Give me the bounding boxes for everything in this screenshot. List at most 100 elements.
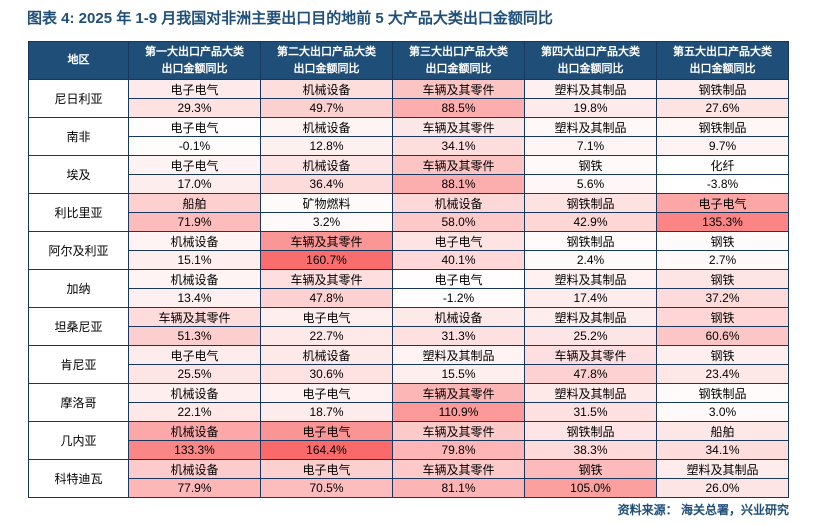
product-name-cell: 电子电气 bbox=[392, 231, 525, 251]
column-header-line1: 第五大出口产品大类 bbox=[673, 46, 772, 58]
yoy-value-cell: 47.8% bbox=[260, 288, 393, 308]
yoy-value-cell: 47.8% bbox=[524, 364, 657, 384]
yoy-value-cell: 49.7% bbox=[260, 98, 393, 118]
yoy-value-cell: 29.3% bbox=[128, 98, 261, 118]
column-header-line2: 出口金额同比 bbox=[425, 62, 492, 75]
product-name-cell: 车辆及其零件 bbox=[260, 269, 393, 289]
product-name-cell: 化纤 bbox=[656, 155, 789, 175]
product-name-cell: 电子电气 bbox=[260, 421, 393, 441]
yoy-value-cell: 38.3% bbox=[524, 440, 657, 460]
yoy-value-cell: 77.9% bbox=[128, 478, 261, 498]
product-name-cell: 电子电气 bbox=[656, 193, 789, 213]
region-cell: 几内亚 bbox=[28, 421, 129, 460]
export-yoy-table: 地区 第一大出口产品大类 出口金额同比 第二大出口产品大类 出口金额同比 第三大出口产品大… bbox=[28, 41, 789, 498]
region-cell: 南非 bbox=[28, 117, 129, 156]
yoy-value-cell: 9.7% bbox=[656, 136, 789, 156]
product-name-cell: 车辆及其零件 bbox=[392, 459, 525, 479]
product-name-cell: 车辆及其零件 bbox=[392, 421, 525, 441]
yoy-value-cell: 70.5% bbox=[260, 478, 393, 498]
product-name-cell: 机械设备 bbox=[128, 459, 261, 479]
product-name-cell: 电子电气 bbox=[260, 459, 393, 479]
product-name-cell: 电子电气 bbox=[128, 79, 261, 99]
product-name-cell: 塑料及其制品 bbox=[524, 79, 657, 99]
yoy-value-cell: 36.4% bbox=[260, 174, 393, 194]
table-row-values: 77.9% 70.5% 81.1% 105.0% 26.0% bbox=[29, 478, 789, 498]
yoy-value-cell: -1.2% bbox=[392, 288, 525, 308]
product-name-cell: 机械设备 bbox=[128, 231, 261, 251]
yoy-value-cell: 34.1% bbox=[392, 136, 525, 156]
yoy-value-cell: 34.1% bbox=[656, 440, 789, 460]
region-cell: 坦桑尼亚 bbox=[28, 307, 129, 346]
product-name-cell: 船舶 bbox=[128, 193, 261, 213]
yoy-value-cell: 19.8% bbox=[524, 98, 657, 118]
yoy-value-cell: 81.1% bbox=[392, 478, 525, 498]
yoy-value-cell: 88.5% bbox=[392, 98, 525, 118]
yoy-value-cell: 30.6% bbox=[260, 364, 393, 384]
yoy-value-cell: 164.4% bbox=[260, 440, 393, 460]
column-header-2: 第二大出口产品大类 出口金额同比 bbox=[260, 41, 393, 80]
table-row-values: 29.3% 49.7% 88.5% 19.8% 27.6% bbox=[29, 98, 789, 118]
yoy-value-cell: 22.7% bbox=[260, 326, 393, 346]
region-cell: 加纳 bbox=[28, 269, 129, 308]
table-header: 地区 第一大出口产品大类 出口金额同比 第二大出口产品大类 出口金额同比 第三大出口产品大… bbox=[28, 41, 789, 80]
product-name-cell: 钢铁制品 bbox=[524, 231, 657, 251]
yoy-value-cell: -0.1% bbox=[128, 136, 261, 156]
column-header-line1: 第一大出口产品大类 bbox=[145, 46, 244, 58]
yoy-value-cell: 42.9% bbox=[524, 212, 657, 232]
yoy-value-cell: 88.1% bbox=[392, 174, 525, 194]
yoy-value-cell: 105.0% bbox=[524, 478, 657, 498]
yoy-value-cell: 25.2% bbox=[524, 326, 657, 346]
yoy-value-cell: 31.3% bbox=[392, 326, 525, 346]
chart-title: 图表 4: 2025 年 1-9 月我国对非洲主要出口目的地前 5 大产品大类出… bbox=[27, 10, 553, 27]
region-cell: 尼日利亚 bbox=[28, 79, 129, 118]
product-name-cell: 机械设备 bbox=[260, 345, 393, 365]
table-row-products: 科特迪瓦 机械设备 电子电气 车辆及其零件 钢铁 塑料及其制品 bbox=[28, 459, 789, 498]
column-header-line1: 第四大出口产品大类 bbox=[541, 46, 640, 58]
product-name-cell: 塑料及其制品 bbox=[656, 459, 789, 479]
table-row-values: -0.1% 12.8% 34.1% 7.1% 9.7% bbox=[29, 136, 789, 156]
table-row-values: 71.9% 3.2% 58.0% 42.9% 135.3% bbox=[29, 212, 789, 232]
column-header-line1: 第三大出口产品大类 bbox=[409, 46, 508, 58]
yoy-value-cell: 79.8% bbox=[392, 440, 525, 460]
product-name-cell: 电子电气 bbox=[260, 307, 393, 327]
product-name-cell: 钢铁制品 bbox=[524, 193, 657, 213]
product-name-cell: 机械设备 bbox=[260, 155, 393, 175]
product-name-cell: 矿物燃料 bbox=[260, 193, 393, 213]
table-row-products: 埃及 电子电气 机械设备 车辆及其零件 钢铁 化纤 bbox=[28, 155, 789, 194]
column-header-3: 第三大出口产品大类 出口金额同比 bbox=[392, 41, 525, 80]
product-name-cell: 机械设备 bbox=[128, 421, 261, 441]
yoy-value-cell: 60.6% bbox=[656, 326, 789, 346]
product-name-cell: 机械设备 bbox=[260, 79, 393, 99]
yoy-value-cell: 13.4% bbox=[128, 288, 261, 308]
column-header-1: 第一大出口产品大类 出口金额同比 bbox=[128, 41, 261, 80]
yoy-value-cell: 2.7% bbox=[656, 250, 789, 270]
product-name-cell: 钢铁 bbox=[524, 459, 657, 479]
table-row-values: 51.3% 22.7% 31.3% 25.2% 60.6% bbox=[29, 326, 789, 346]
yoy-value-cell: 18.7% bbox=[260, 402, 393, 422]
table-row-products: 坦桑尼亚 车辆及其零件 电子电气 机械设备 塑料及其制品 钢铁 bbox=[28, 307, 789, 346]
yoy-value-cell: 25.5% bbox=[128, 364, 261, 384]
table-row-values: 15.1% 160.7% 40.1% 2.4% 2.7% bbox=[29, 250, 789, 270]
product-name-cell: 电子电气 bbox=[128, 117, 261, 137]
table-row-values: 25.5% 30.6% 15.5% 47.8% 23.4% bbox=[29, 364, 789, 384]
region-cell: 利比里亚 bbox=[28, 193, 129, 232]
table-row-values: 13.4% 47.8% -1.2% 17.4% 37.2% bbox=[29, 288, 789, 308]
table-row-products: 利比里亚 船舶 矿物燃料 机械设备 钢铁制品 电子电气 bbox=[28, 193, 789, 232]
product-name-cell: 车辆及其零件 bbox=[392, 117, 525, 137]
yoy-value-cell: 27.6% bbox=[656, 98, 789, 118]
table-row-products: 几内亚 机械设备 电子电气 车辆及其零件 钢铁制品 船舶 bbox=[28, 421, 789, 460]
product-name-cell: 钢铁 bbox=[656, 231, 789, 251]
table-row-products: 摩洛哥 机械设备 电子电气 车辆及其零件 塑料及其制品 钢铁制品 bbox=[28, 383, 789, 422]
product-name-cell: 钢铁制品 bbox=[656, 79, 789, 99]
table-row-values: 133.3% 164.4% 79.8% 38.3% 34.1% bbox=[29, 440, 789, 460]
table-row-products: 加纳 机械设备 车辆及其零件 电子电气 塑料及其制品 钢铁 bbox=[28, 269, 789, 308]
yoy-value-cell: 17.0% bbox=[128, 174, 261, 194]
table-row-products: 南非 电子电气 机械设备 车辆及其零件 塑料及其制品 钢铁制品 bbox=[28, 117, 789, 156]
yoy-value-cell: 31.5% bbox=[524, 402, 657, 422]
product-name-cell: 电子电气 bbox=[260, 383, 393, 403]
product-name-cell: 钢铁制品 bbox=[656, 383, 789, 403]
product-name-cell: 电子电气 bbox=[128, 345, 261, 365]
product-name-cell: 机械设备 bbox=[260, 117, 393, 137]
column-header-4: 第四大出口产品大类 出口金额同比 bbox=[524, 41, 657, 80]
column-header-line2: 出口金额同比 bbox=[557, 62, 624, 75]
